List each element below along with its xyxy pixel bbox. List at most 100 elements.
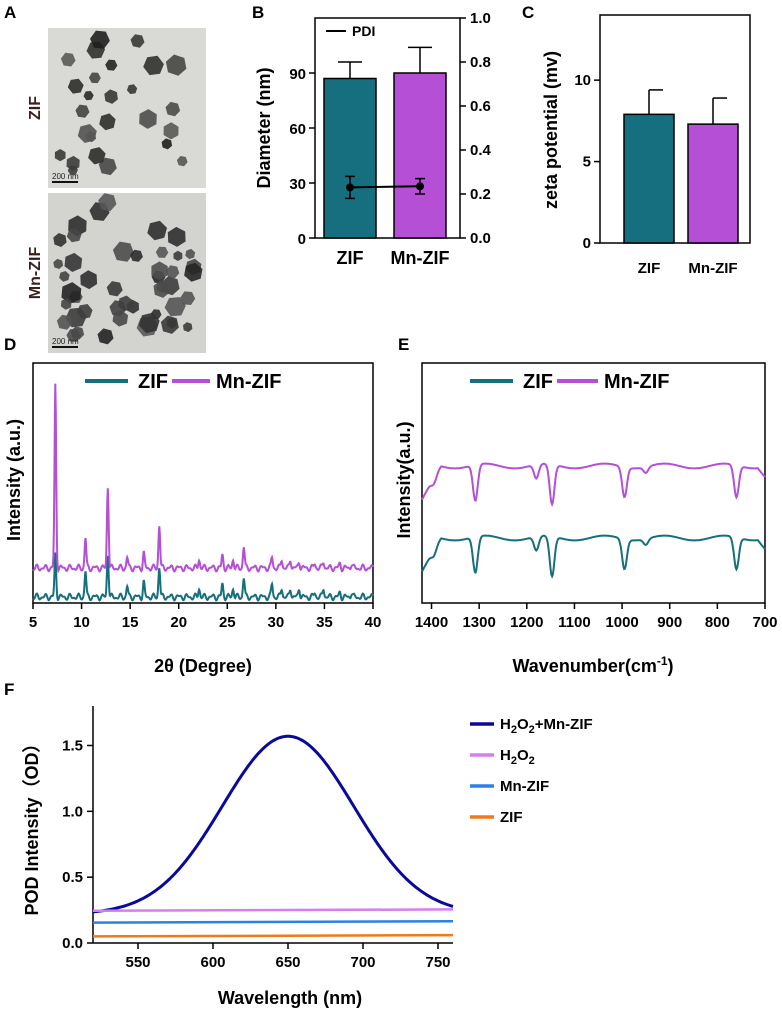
xrd-line-zif (32, 552, 374, 602)
xtick-f-3: 700 (350, 954, 375, 971)
xtick-d-3: 20 (170, 614, 187, 631)
chart-f-xlabel: Wavelength (nm) (218, 988, 362, 1008)
tem-mnzif-particle (77, 304, 93, 319)
tem-zif-particle (67, 165, 78, 175)
tem-mnzif-particle (155, 246, 169, 258)
tem-mnzif-particle (167, 226, 186, 247)
chart-f-ylabel: POD Intensity（OD） (22, 734, 42, 915)
xtick-f-2: 650 (275, 954, 300, 971)
tem-zif-particle (90, 30, 110, 49)
scale-text-zif: 200 nm (52, 172, 79, 181)
tem-zif-particle (54, 149, 66, 162)
legend-h2o2-label: H2O2 (500, 747, 535, 767)
tem-mnzif-particle (138, 312, 160, 334)
tem-zif-particle (126, 84, 138, 95)
tem-zif-particle (139, 109, 157, 129)
tem-zif-particle (143, 55, 164, 76)
legend-h2o2-mnzif-mid: O (517, 716, 529, 733)
xtick-d-4: 25 (219, 614, 236, 631)
xtick-e-4: 1000 (605, 614, 638, 631)
xtick-e-0: 1400 (415, 614, 448, 631)
xtick-f-0: 550 (125, 954, 150, 971)
pod-line-mnzif (92, 920, 454, 924)
xtick-e-1: 1300 (462, 614, 495, 631)
ytick-b-0: 0 (298, 231, 306, 248)
tem-mnzif-particle (112, 241, 135, 262)
pod-line-h2o2-mnzif (92, 734, 454, 914)
xtick-d-6: 35 (316, 614, 333, 631)
xtick-c-1: Mn-ZIF (688, 260, 737, 277)
pdi-line (349, 185, 421, 189)
tem-mnzif-particle (80, 270, 98, 290)
chart-d-ylabel: Intensity (a.u.) (4, 419, 24, 541)
y2tick-b-4: 0.8 (470, 54, 491, 71)
bar-b-0 (323, 77, 377, 239)
tem-zif-particle (88, 72, 101, 84)
chart-e-legend-mnzif: Mn-ZIF (604, 371, 670, 393)
pod-line-h2o2 (92, 908, 454, 912)
tem-zif-particle (161, 138, 173, 150)
tem-zif-particle (98, 157, 117, 176)
chart-b-legend-pdi: PDI (352, 23, 375, 39)
legend-h2o2-mnzif-sub2: 2 (529, 724, 535, 736)
tem-mnzif-particle (98, 193, 117, 212)
tem-particles-mnzif (53, 193, 203, 345)
tem-zif-particle (104, 89, 118, 104)
tem-zif-particle (105, 59, 118, 71)
ytick-f-0: 0.0 (62, 935, 83, 952)
legend-h2o2-mid: O (517, 747, 529, 764)
ytick-f-3: 1.5 (62, 738, 83, 755)
chart-d-legend-zif: ZIF (138, 371, 168, 393)
pdi-point-0 (346, 183, 354, 192)
legend-h2o2-mnzif-tail: +Mn-ZIF (535, 716, 593, 733)
tem-mnzif-particle (64, 252, 83, 272)
tem-mnzif-particle (56, 314, 73, 330)
tem-zif-particle (176, 156, 188, 167)
tem-zif-particle (83, 91, 94, 101)
chart-c-frame (599, 14, 751, 244)
tem-mnzif-particle (183, 322, 193, 333)
legend-h2o2-mnzif-label: H2O2+Mn-ZIF (500, 716, 593, 736)
tem-mnzif-particle (66, 228, 82, 243)
chart-d: Intensity (a.u.) 2θ (Degree) ZIF Mn-ZIF … (4, 362, 381, 676)
ytick-b-3: 90 (289, 66, 306, 83)
panel-label-b: B (252, 3, 264, 22)
tem-mnzif-particle (184, 262, 203, 282)
tem-zif-particle (165, 101, 181, 117)
panel-label-a: A (4, 3, 16, 22)
chart-c: zeta potential (mv) ZIF Mn-ZIF 0 5 10 (541, 14, 751, 277)
pdi-point-1 (416, 182, 424, 191)
panel-label-d: D (4, 335, 16, 354)
xtick-e-2: 1200 (510, 614, 543, 631)
xtick-d-5: 30 (268, 614, 285, 631)
legend-h2o2-sub1: 2 (511, 755, 517, 767)
chart-e-xlabel-end: ) (668, 656, 674, 676)
xtick-d-2: 15 (122, 614, 139, 631)
legend-zif-base: ZIF (500, 809, 523, 826)
ftir-line-zif (421, 534, 766, 579)
chart-e-ylabel: Intensity(a.u.) (394, 421, 414, 538)
tem-zif-particle (60, 52, 76, 67)
chart-e: Intensity(a.u.) Wavenumber(cm-1) ZIF Mn-… (394, 362, 778, 676)
ytick-b-2: 60 (289, 121, 306, 138)
legend-zif-label: ZIF (500, 809, 523, 826)
y2tick-b-1: 0.2 (470, 186, 491, 203)
ytick-c-2: 10 (574, 72, 591, 89)
chart-d-xlabel: 2θ (Degree) (154, 656, 252, 676)
tem-mnzif-particle (112, 310, 129, 327)
xtick-d-1: 10 (73, 614, 90, 631)
tem-mnzif-particle (160, 315, 179, 334)
bar-c-1 (687, 123, 739, 244)
chart-d-frame (32, 362, 374, 604)
ytick-f-2: 1.0 (62, 803, 83, 820)
chart-f: POD Intensity（OD） Wavelength (nm) 0.0 0.5… (22, 706, 593, 1008)
legend-mnzif-base: Mn-ZIF (500, 778, 549, 795)
panel-label-f: F (4, 680, 14, 699)
panel-label-c: C (522, 3, 534, 22)
tem-mnzif-particle (151, 261, 168, 281)
tem-image-mnzif (48, 193, 206, 353)
legend-mnzif-label: Mn-ZIF (500, 778, 549, 795)
tem-zif-particle (163, 122, 179, 140)
tem-particles-zif (54, 30, 188, 176)
